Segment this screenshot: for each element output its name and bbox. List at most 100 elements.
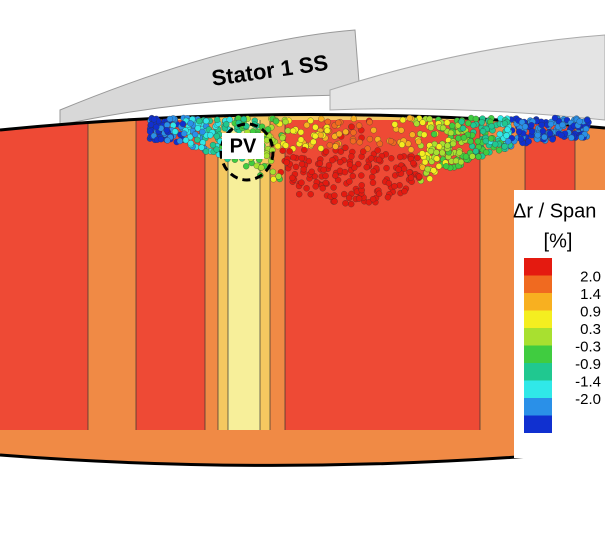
particle (358, 182, 365, 189)
particle (419, 119, 426, 126)
particle (342, 144, 349, 151)
particle (551, 114, 559, 122)
colorbar-swatch (524, 328, 552, 346)
particle (214, 116, 221, 123)
particle (369, 173, 376, 181)
particle (348, 153, 355, 160)
particle (272, 118, 280, 125)
colorbar-swatch (524, 310, 552, 328)
particle (483, 149, 490, 156)
particle (488, 123, 495, 130)
colorbar-label: -1.4 (575, 373, 601, 390)
particle (346, 178, 353, 185)
particle (187, 140, 194, 147)
particle (433, 155, 440, 162)
particle (370, 168, 377, 175)
particle (153, 123, 160, 131)
particle (475, 153, 482, 160)
particle (452, 157, 460, 165)
particle (298, 179, 305, 186)
particle (505, 138, 512, 145)
particle (282, 142, 289, 149)
particle (409, 131, 416, 138)
vortex-label: PV (230, 135, 257, 157)
particle (487, 135, 495, 142)
particle (416, 173, 423, 180)
particle (469, 153, 476, 160)
particle (163, 127, 170, 134)
colorbar: 2.01.40.90.3-0.3-0.9-1.4-2.0 (524, 258, 601, 433)
particle (547, 120, 555, 128)
particle (415, 138, 422, 145)
particle (289, 127, 297, 135)
particle (213, 146, 220, 153)
colorbar-label: -2.0 (575, 391, 601, 408)
particle (576, 118, 583, 125)
particle (399, 116, 407, 124)
particle (312, 132, 319, 140)
particle (329, 157, 336, 164)
particle (274, 142, 281, 150)
particle (384, 194, 392, 201)
particle (331, 198, 338, 205)
particle (290, 154, 297, 161)
particle (496, 130, 503, 138)
particle (430, 167, 437, 174)
colorbar-label: 2.0 (580, 268, 601, 285)
particle (226, 116, 233, 123)
particle (240, 115, 247, 123)
particle (337, 158, 344, 166)
particle (388, 155, 395, 162)
particle (458, 118, 465, 125)
particle (504, 126, 511, 133)
particle (521, 123, 529, 130)
particle (310, 138, 317, 146)
particle (439, 124, 447, 132)
particle (460, 134, 468, 141)
particle (289, 174, 296, 182)
particle (407, 146, 415, 153)
particle (443, 119, 451, 126)
particle (207, 132, 214, 139)
particle (263, 152, 270, 159)
particle (335, 119, 342, 126)
legend-unit: [%] (544, 230, 573, 252)
particle (346, 161, 354, 168)
particle (303, 121, 310, 129)
particle (283, 159, 290, 166)
particle (180, 130, 188, 137)
particle (363, 164, 370, 171)
particle (341, 168, 349, 176)
particle (421, 131, 428, 138)
particle (279, 134, 286, 142)
particle (558, 132, 565, 139)
particle (366, 118, 373, 126)
particle (303, 185, 310, 192)
particle (146, 128, 154, 135)
particle (355, 160, 362, 168)
particle (264, 126, 272, 133)
particle (397, 153, 404, 161)
particle (342, 200, 349, 207)
particle (534, 132, 541, 139)
particle (324, 127, 331, 134)
particle (517, 135, 525, 143)
particle (325, 162, 333, 169)
particle (376, 140, 383, 147)
particle (270, 176, 277, 183)
particle (457, 158, 465, 166)
particle (568, 134, 575, 141)
particle (182, 137, 190, 144)
particle (368, 155, 375, 162)
particle (243, 163, 250, 170)
particle (316, 160, 324, 167)
particle (196, 117, 203, 125)
particle (455, 135, 462, 142)
particle (433, 149, 440, 156)
particle (312, 124, 319, 131)
particle (383, 164, 390, 172)
particle (298, 160, 306, 168)
particle (501, 143, 508, 150)
particle (467, 138, 474, 145)
